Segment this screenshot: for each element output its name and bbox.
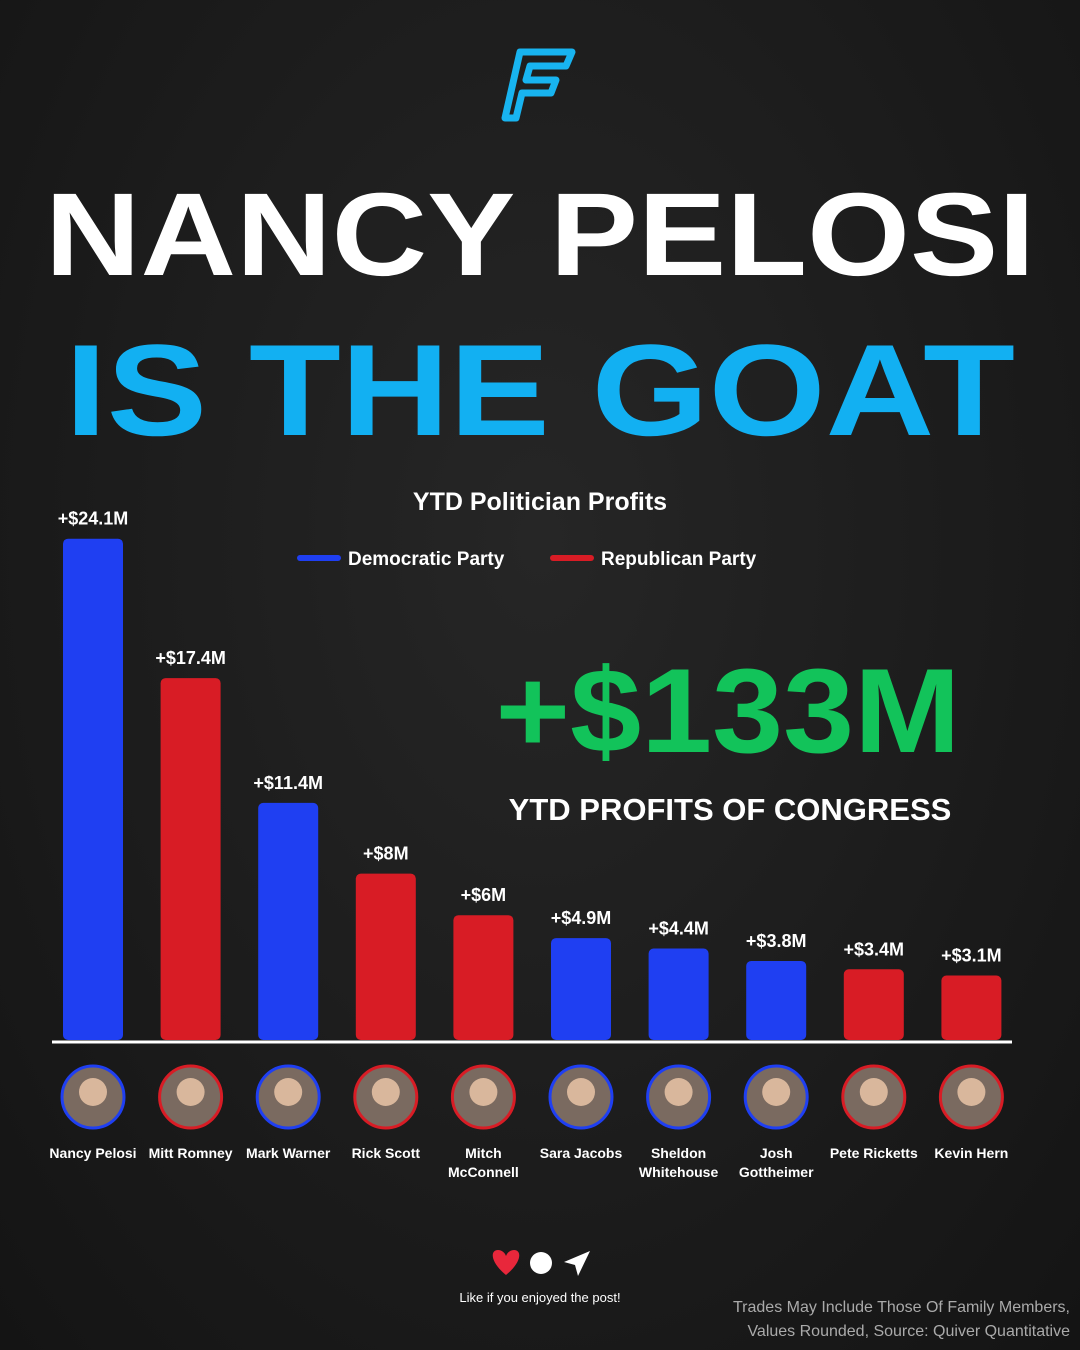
avatar-face <box>176 1078 205 1106</box>
bar <box>551 938 611 1040</box>
value-label: +$4.9M <box>551 908 612 928</box>
avatar-face <box>79 1078 107 1106</box>
x-tick-label: Sheldon Whitehouse <box>638 1145 719 1180</box>
cta: Like if you enjoyed the post! <box>459 1290 620 1305</box>
x-tick-label: Kevin Hern <box>934 1145 1009 1161</box>
total: +$133M <box>496 644 961 778</box>
avatar-face <box>274 1078 303 1106</box>
x-tick-label: Mark Warner <box>246 1145 331 1161</box>
avatar-face <box>762 1078 791 1106</box>
value-label: +$6M <box>461 885 507 905</box>
bar <box>63 538 123 1040</box>
legend-label: Republican Party <box>601 549 757 570</box>
value-label: +$3.8M <box>746 931 807 951</box>
value-label: +$3.1M <box>941 946 1002 966</box>
avatar-face <box>664 1078 693 1106</box>
total-caption: YTD PROFITS OF CONGRESS <box>509 792 952 827</box>
disclaimer: Values Rounded, Source: Quiver Quantitat… <box>747 1323 1070 1340</box>
x-tick-label: Pete Ricketts <box>829 1145 918 1161</box>
headline: IS THE GOAT <box>65 317 1015 463</box>
bar <box>160 678 221 1040</box>
value-label: +$4.4M <box>648 918 709 938</box>
bar <box>355 873 416 1040</box>
avatar-face <box>859 1078 888 1106</box>
value-label: +$8M <box>363 844 409 864</box>
avatar-face <box>469 1078 498 1106</box>
bar <box>648 948 709 1040</box>
value-label: +$11.4M <box>253 773 323 793</box>
footer-icons <box>492 1250 590 1276</box>
avatar-face <box>371 1078 400 1106</box>
bar <box>453 915 514 1040</box>
bar <box>258 802 319 1040</box>
value-label: +$24.1M <box>58 509 129 529</box>
disclaimer: Trades May Include Those Of Family Membe… <box>733 1299 1070 1316</box>
headline: NANCY PELOSI <box>45 169 1035 301</box>
avatar-face <box>957 1078 986 1106</box>
x-tick-label: Sara Jacobs <box>539 1145 623 1161</box>
x-tick-label: Mitch McConnell <box>448 1145 519 1180</box>
x-tick-label: Rick Scott <box>351 1145 421 1161</box>
value-label: +$17.4M <box>155 648 226 668</box>
x-tick-label: Mitt Romney <box>148 1145 233 1161</box>
x-tick-label: Josh Gottheimer <box>738 1145 814 1180</box>
logo <box>501 48 576 122</box>
bar <box>746 960 807 1040</box>
value-label: +$3.4M <box>844 939 905 959</box>
chart-title: YTD Politician Profits <box>413 488 667 516</box>
bar <box>843 969 904 1040</box>
legend-label: Democratic Party <box>348 549 505 570</box>
avatar-face <box>567 1078 595 1106</box>
bar <box>941 975 1002 1040</box>
x-tick-label: Nancy Pelosi <box>49 1145 137 1161</box>
